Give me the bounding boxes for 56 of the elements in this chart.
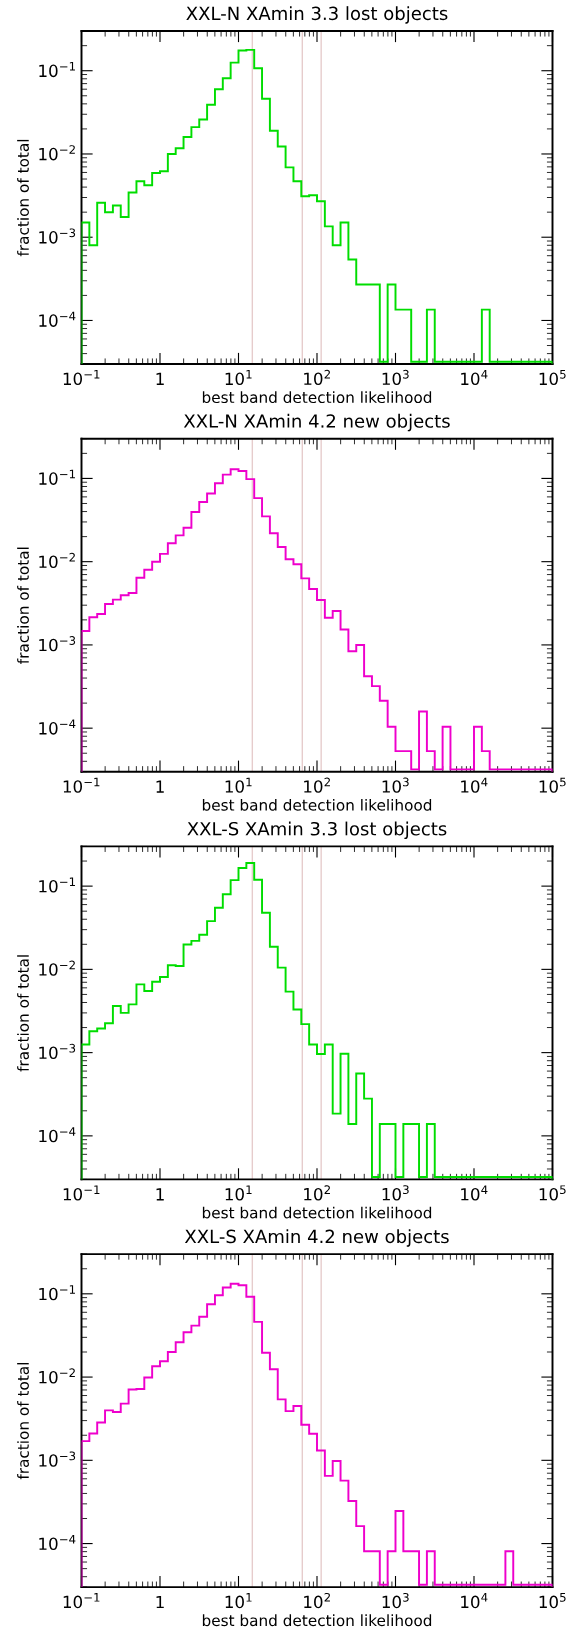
- chart-title: XXL-S XAmin 4.2 new objects: [184, 1229, 449, 1247]
- x-tick-label: 10$^{1}$: [225, 1593, 252, 1609]
- y-axis-title: fraction of total: [17, 139, 29, 257]
- y-tick-label: 10$^{−3}$: [39, 1043, 76, 1060]
- y-tick-label: 10$^{−2}$: [39, 145, 75, 161]
- x-tick-label: 10$^{1}$: [225, 1185, 252, 1201]
- y-tick-label: 10$^{−1}$: [39, 877, 75, 893]
- chart-title: XXL-N XAmin 3.3 lost objects: [186, 6, 448, 24]
- y-axis-title: fraction of total: [17, 547, 29, 664]
- x-tick-label: 10$^{5}$: [539, 370, 566, 386]
- x-tick-label: 10$^{5}$: [539, 777, 566, 793]
- x-tick-label: 10$^{3}$: [382, 369, 409, 386]
- x-tick-label: 10$^{−1}$: [63, 1185, 100, 1201]
- x-tick-label: 10$^{1}$: [225, 370, 252, 386]
- y-tick-label: 10$^{−4}$: [39, 311, 76, 327]
- x-tick-label: 1: [156, 372, 164, 385]
- y-tick-label: 10$^{−4}$: [39, 1534, 76, 1551]
- y-axis-title: fraction of total: [17, 955, 29, 1072]
- x-tick-label: 10$^{5}$: [539, 1185, 566, 1201]
- x-axis-title: best band detection likelihood: [202, 391, 432, 404]
- x-axis-title: best band detection likelihood: [202, 798, 432, 811]
- x-tick-label: 10$^{−1}$: [63, 370, 100, 386]
- x-tick-label: 10$^{5}$: [539, 1593, 566, 1609]
- chart-title: XXL-S XAmin 3.3 lost objects: [187, 821, 447, 840]
- x-tick-label: 10$^{3}$: [382, 777, 409, 793]
- x-axis-title: best band detection likelihood: [202, 1614, 432, 1627]
- x-tick-label: 10$^{4}$: [461, 1185, 488, 1201]
- y-tick-label: 10$^{−2}$: [39, 1368, 75, 1384]
- x-tick-label: 10$^{1}$: [225, 777, 252, 793]
- y-tick-label: 10$^{−4}$: [39, 1127, 76, 1143]
- x-tick-label: 1: [156, 1188, 164, 1201]
- y-tick-label: 10$^{−2}$: [39, 960, 75, 976]
- y-tick-label: 10$^{−4}$: [39, 719, 76, 735]
- x-tick-label: 10$^{4}$: [461, 370, 488, 386]
- x-axis-title: best band detection likelihood: [202, 1206, 432, 1219]
- x-tick-label: 10$^{2}$: [304, 1185, 330, 1201]
- x-tick-label: 10$^{2}$: [304, 777, 330, 793]
- y-tick-label: 10$^{−2}$: [39, 552, 75, 569]
- x-tick-label: 10$^{2}$: [304, 369, 330, 386]
- y-tick-label: 10$^{−1}$: [39, 1285, 75, 1301]
- x-tick-label: 10$^{4}$: [461, 1593, 488, 1609]
- y-tick-label: 10$^{−3}$: [39, 1451, 76, 1467]
- x-tick-label: 1: [156, 780, 164, 793]
- x-tick-label: 10$^{4}$: [461, 777, 488, 793]
- x-tick-label: 10$^{−1}$: [63, 1593, 100, 1609]
- y-tick-label: 10$^{−1}$: [39, 62, 75, 78]
- y-tick-label: 10$^{−3}$: [39, 228, 76, 244]
- x-tick-label: 1: [156, 1595, 164, 1609]
- x-tick-label: 10$^{3}$: [382, 1185, 409, 1201]
- x-tick-label: 10$^{3}$: [382, 1592, 409, 1609]
- y-axis-title: fraction of total: [17, 1363, 29, 1480]
- y-tick-label: 10$^{−3}$: [39, 636, 76, 652]
- chart-title: XXL-N XAmin 4.2 new objects: [183, 413, 450, 432]
- x-tick-label: 10$^{−1}$: [63, 777, 100, 793]
- y-tick-label: 10$^{−1}$: [39, 469, 75, 485]
- x-tick-label: 10$^{2}$: [304, 1592, 330, 1609]
